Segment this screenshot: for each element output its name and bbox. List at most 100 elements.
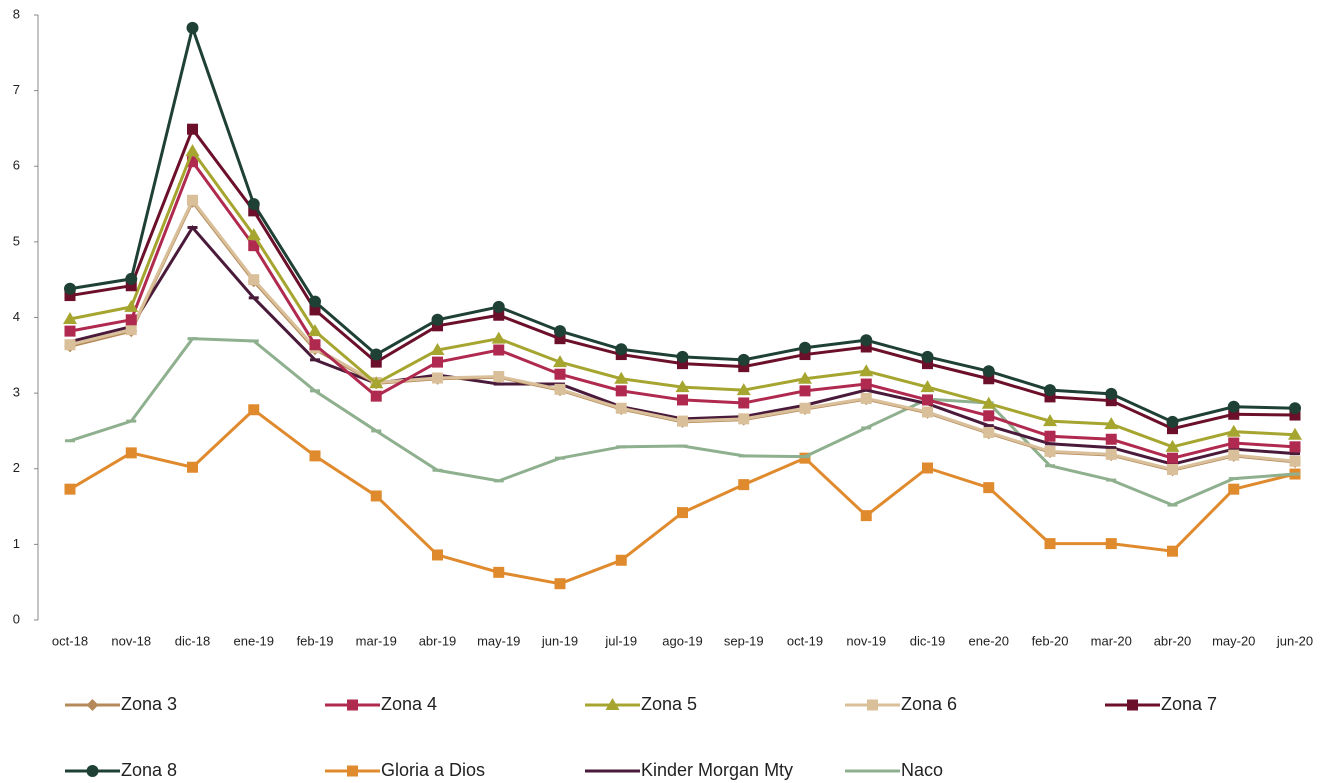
point [922, 358, 933, 370]
legend-label: Gloria a Dios [381, 760, 485, 780]
legend-marker [347, 699, 358, 711]
point [1044, 538, 1056, 550]
point [187, 337, 198, 341]
point [64, 282, 76, 295]
point [1289, 409, 1301, 421]
x-tick-label: jun-20 [1276, 633, 1313, 648]
point [614, 371, 629, 384]
point [922, 462, 933, 474]
point [983, 424, 994, 428]
point [370, 490, 382, 502]
point [248, 240, 260, 252]
x-tick-label: mar-19 [356, 633, 397, 648]
point [675, 380, 690, 393]
legend-label: Zona 3 [121, 694, 177, 714]
point [370, 390, 382, 402]
point [1106, 446, 1117, 450]
point [1105, 433, 1117, 445]
x-tick-label: may-20 [1212, 633, 1255, 648]
point [1290, 472, 1300, 476]
point [63, 312, 77, 325]
y-tick-label: 2 [13, 460, 20, 475]
point [615, 402, 627, 414]
point [554, 333, 566, 345]
point [310, 358, 320, 362]
point [124, 299, 139, 312]
point [1228, 477, 1239, 481]
legend-label: Kinder Morgan Mty [641, 760, 793, 780]
legend-item: Zona 3 [65, 694, 177, 714]
point [432, 468, 443, 472]
x-tick-label: nov-18 [111, 633, 151, 648]
point [432, 320, 443, 332]
x-tick-label: jun-19 [541, 633, 578, 648]
legend-item: Kinder Morgan Mty [585, 760, 793, 780]
x-tick-label: feb-20 [1032, 633, 1069, 648]
x-tick-label: oct-19 [787, 633, 823, 648]
point [859, 364, 874, 377]
point [491, 331, 506, 344]
point [187, 226, 198, 230]
point [1166, 415, 1179, 428]
point [369, 376, 384, 389]
x-tick-label: abr-19 [419, 633, 457, 648]
point [737, 353, 750, 366]
point [861, 426, 872, 430]
legend-marker [867, 699, 878, 711]
point [861, 388, 872, 392]
point [1228, 437, 1240, 449]
series [64, 156, 1301, 464]
point [248, 274, 260, 286]
y-tick-label: 1 [13, 536, 20, 551]
point [860, 378, 872, 390]
x-tick-label: abr-20 [1154, 633, 1192, 648]
point [738, 397, 750, 409]
point [1105, 387, 1118, 400]
point [248, 296, 259, 300]
legend-marker [607, 769, 618, 773]
x-tick-label: oct-18 [52, 633, 88, 648]
point [677, 415, 688, 427]
point [1167, 545, 1178, 557]
point [799, 452, 811, 464]
point [799, 341, 811, 354]
point [982, 365, 995, 378]
point [1044, 391, 1056, 403]
point [922, 406, 933, 418]
legend-item: Naco [845, 760, 943, 780]
x-tick-label: ago-19 [662, 633, 702, 648]
point [126, 419, 137, 423]
point [65, 439, 75, 443]
point [432, 372, 443, 384]
y-tick-label: 5 [13, 233, 20, 248]
y-tick-label: 4 [13, 309, 20, 324]
point [432, 549, 443, 561]
legend-label: Zona 7 [1161, 694, 1217, 714]
series [64, 123, 1301, 435]
point [125, 314, 137, 326]
point [799, 402, 811, 414]
point [64, 483, 76, 495]
point [1045, 464, 1055, 468]
point [493, 479, 504, 483]
legend-item: Zona 5 [585, 694, 697, 714]
point [554, 368, 566, 380]
x-tick-label: ene-19 [234, 633, 274, 648]
legend-item: Zona 7 [1105, 694, 1217, 714]
point [309, 295, 321, 308]
point [1167, 452, 1178, 464]
point [371, 429, 382, 433]
point [800, 455, 810, 459]
legend-label: Zona 4 [381, 694, 437, 714]
point [554, 578, 566, 590]
legend-marker [605, 698, 620, 710]
point [125, 447, 137, 459]
point [677, 507, 688, 519]
point [860, 392, 872, 404]
legend-item: Zona 4 [325, 694, 437, 714]
series [65, 224, 1300, 466]
point [677, 444, 688, 448]
point [187, 194, 198, 206]
point [1289, 455, 1301, 467]
